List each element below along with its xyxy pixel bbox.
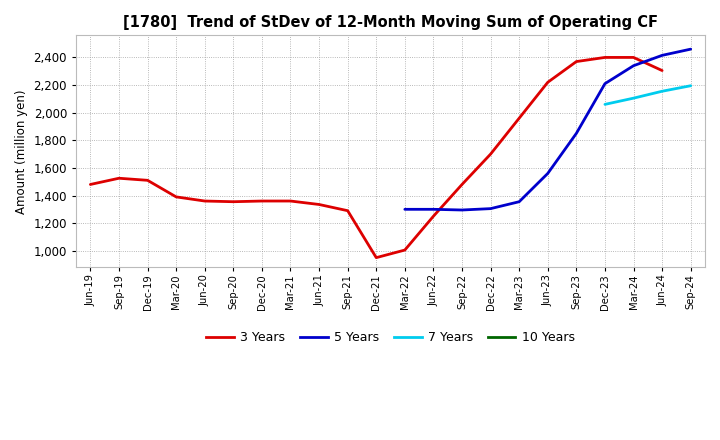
7 Years [629,95,638,101]
5 Years [572,131,580,136]
3 Years [400,247,409,253]
Legend: 3 Years, 5 Years, 7 Years, 10 Years: 3 Years, 5 Years, 7 Years, 10 Years [202,326,580,349]
5 Years [429,207,438,212]
3 Years [86,182,95,187]
3 Years [229,199,238,204]
3 Years [315,202,323,207]
3 Years [515,116,523,121]
3 Years [143,178,152,183]
5 Years [686,47,695,52]
3 Years [629,55,638,60]
3 Years [172,194,181,199]
7 Years [686,83,695,88]
3 Years [429,213,438,219]
3 Years [114,176,123,181]
3 Years [600,55,609,60]
5 Years [658,53,667,58]
5 Years [629,63,638,68]
3 Years [658,68,667,73]
5 Years [544,171,552,176]
3 Years [486,151,495,157]
3 Years [372,255,381,260]
7 Years [600,102,609,107]
Line: 7 Years: 7 Years [605,86,690,104]
Line: 5 Years: 5 Years [405,49,690,210]
5 Years [486,206,495,211]
3 Years [286,198,294,204]
Title: [1780]  Trend of StDev of 12-Month Moving Sum of Operating CF: [1780] Trend of StDev of 12-Month Moving… [123,15,658,30]
3 Years [343,208,352,213]
3 Years [572,59,580,64]
3 Years [544,80,552,85]
5 Years [458,207,467,213]
3 Years [258,198,266,204]
7 Years [658,88,667,94]
5 Years [400,207,409,212]
3 Years [200,198,209,204]
Line: 3 Years: 3 Years [91,58,662,258]
3 Years [458,182,467,187]
Y-axis label: Amount (million yen): Amount (million yen) [15,89,28,213]
5 Years [515,199,523,204]
5 Years [600,81,609,86]
